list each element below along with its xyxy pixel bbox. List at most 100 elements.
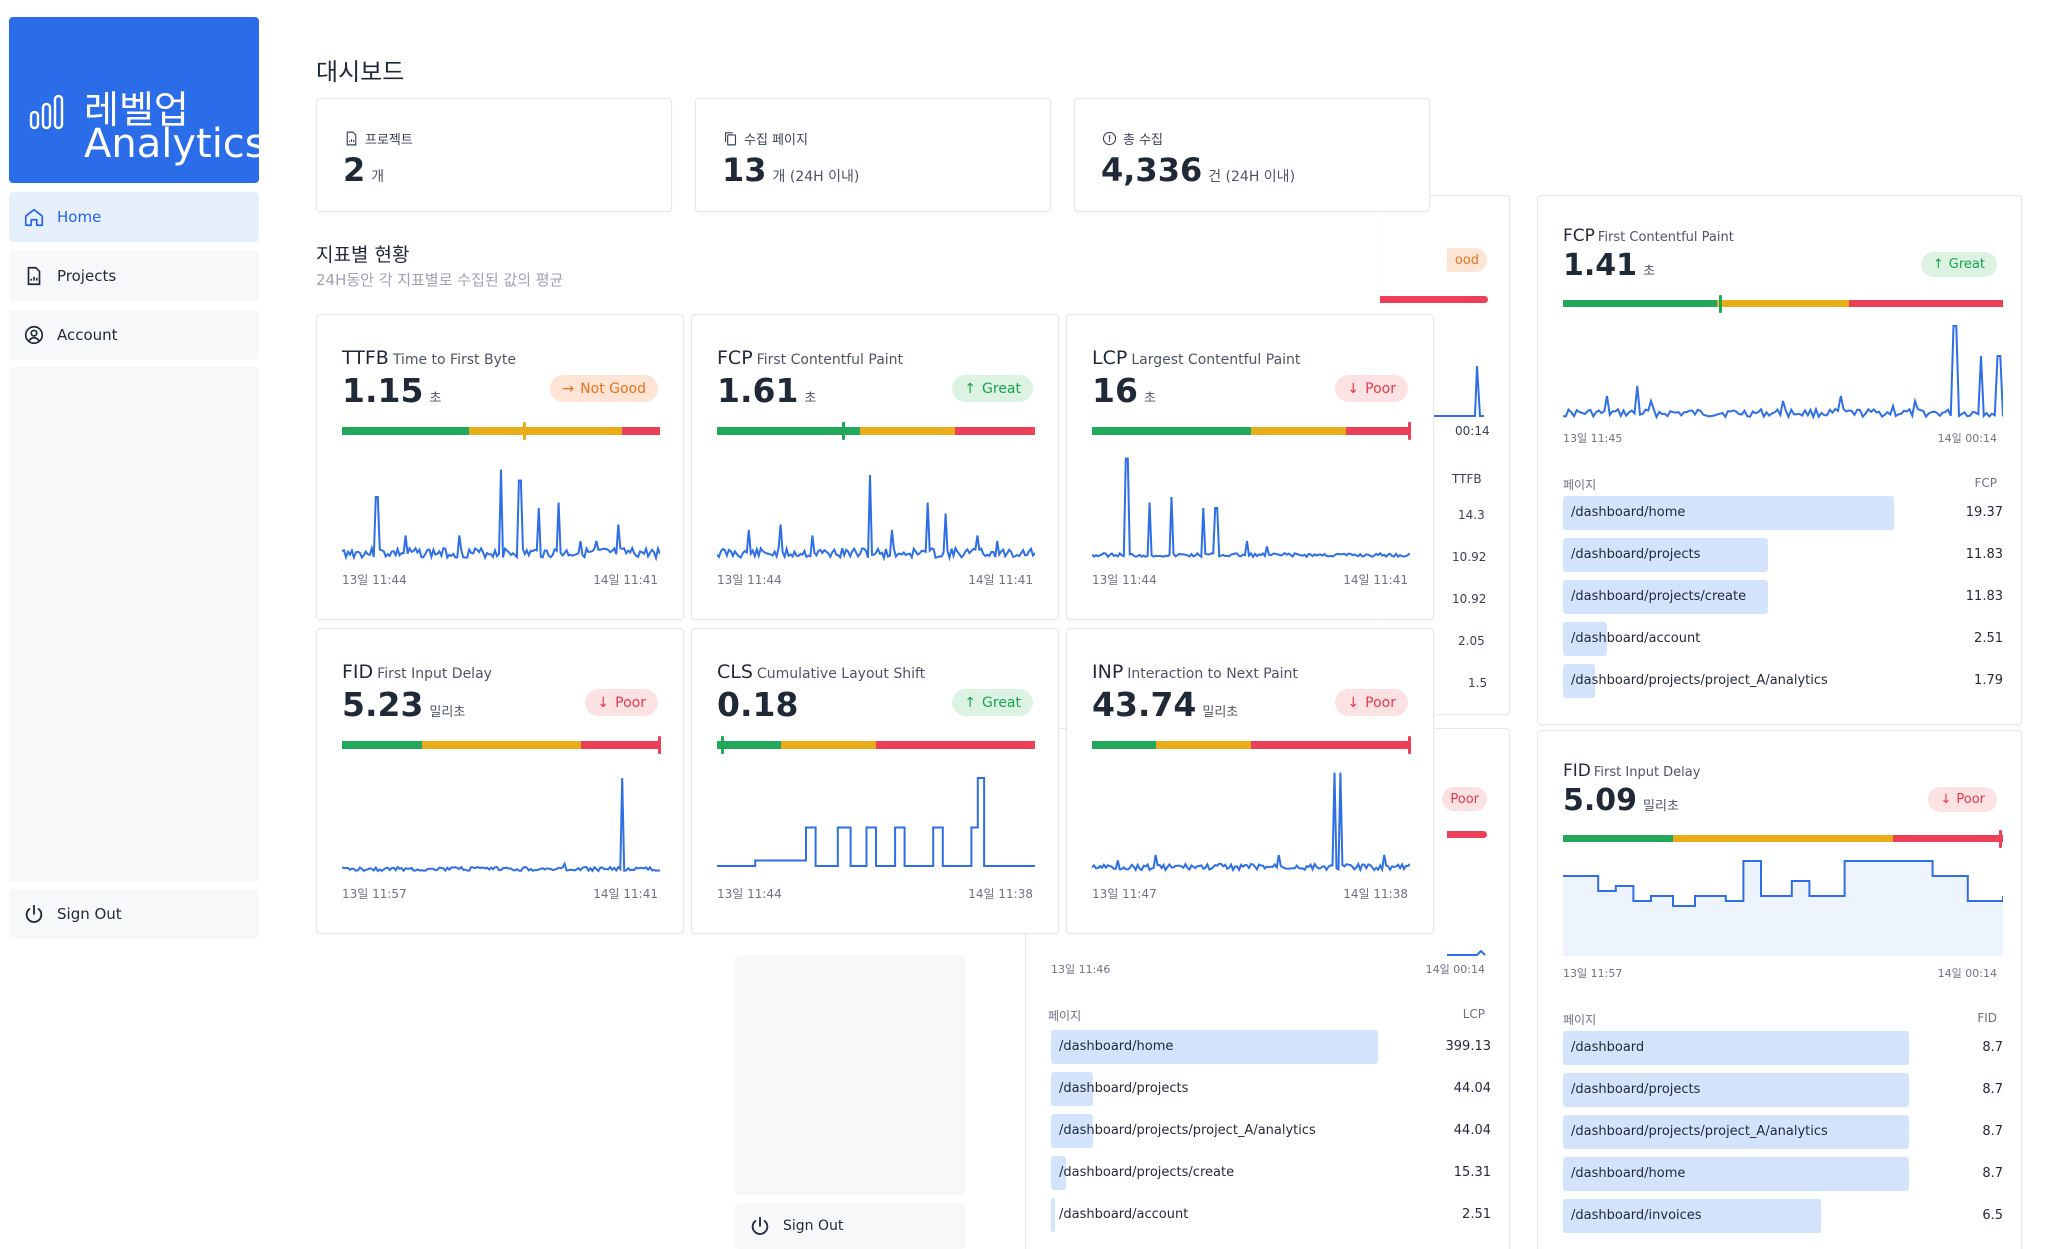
sidebar: 레벨업 Analytics Home Projects Account Sign… bbox=[9, 17, 266, 939]
page-row[interactable]: /dashboard/account 2.51 bbox=[1563, 622, 2003, 656]
page-path: /dashboard/invoices bbox=[1571, 1208, 1702, 1223]
page-row-bar bbox=[1563, 1031, 1909, 1065]
arrow-up-icon: ↑ bbox=[1932, 257, 1944, 272]
metric-line-chart bbox=[717, 777, 1035, 867]
page-row[interactable]: /dashboard/account 2.51 bbox=[1051, 1198, 1491, 1232]
metric-card-cls[interactable]: CLS Cumulative Layout Shift 0.18 ↑ Great 13일 … bbox=[691, 628, 1059, 934]
fid-detail-badge-label: Poor bbox=[1956, 792, 1985, 807]
page-row-bar bbox=[1563, 664, 1596, 698]
metric-line-chart bbox=[717, 474, 1035, 562]
page-row-bar bbox=[1563, 1115, 1909, 1149]
rating-label: Great bbox=[982, 380, 1021, 397]
metric-line-chart bbox=[1092, 772, 1410, 873]
metric-marker bbox=[522, 422, 526, 440]
page-row[interactable]: /dashboard/projects 44.04 bbox=[1051, 1072, 1491, 1106]
metric-card-fid[interactable]: FID First Input Delay 5.23 밀리초 ↓ Poor 13일 11:5… bbox=[316, 628, 684, 934]
metric-abbr: INP bbox=[1092, 661, 1124, 683]
page-row[interactable]: /dashboard/projects/create 11.83 bbox=[1563, 580, 2003, 614]
stat-pages-label: 수집 페이지 bbox=[722, 129, 808, 148]
stat-pages-number: 13 bbox=[722, 151, 767, 189]
chart-end-date: 14일 11:41 bbox=[593, 573, 658, 587]
arrow-icon: ↑ bbox=[964, 694, 977, 711]
page-row[interactable]: /dashboard/home 399.13 bbox=[1051, 1030, 1491, 1064]
page-row[interactable]: /dashboard/projects/project_A/analytics 1… bbox=[1563, 664, 2003, 698]
bg-lcp-chart bbox=[1447, 949, 1486, 956]
metric-value: 0.18 bbox=[717, 685, 804, 724]
page-row[interactable]: /dashboard/projects/project_A/analytics 8… bbox=[1563, 1115, 2003, 1149]
metric-card-fcp[interactable]: FCP First Contentful Paint 1.61 초 ↑ Great 13일 … bbox=[691, 314, 1059, 620]
brand-name-english: Analytics bbox=[84, 121, 266, 167]
fcp-detail-from: 13일 11:45 bbox=[1563, 432, 1623, 445]
signout-button[interactable]: Sign Out bbox=[9, 889, 259, 939]
page-row[interactable]: /dashboard/home 8.7 bbox=[1563, 1157, 2003, 1191]
stat-projects-text: 프로젝트 bbox=[365, 133, 413, 148]
rating-badge: ↓ Poor bbox=[1335, 689, 1408, 716]
stat-total-unit: 건 (24H 이내) bbox=[1208, 169, 1296, 185]
metric-scale-bar bbox=[342, 422, 660, 440]
rating-badge: ↑ Great bbox=[952, 375, 1033, 402]
page-row-bar bbox=[1051, 1030, 1378, 1064]
stat-total: 총 수집 4,336 건 (24H 이내) bbox=[1074, 98, 1430, 212]
metric-fullname: First Contentful Paint bbox=[756, 352, 904, 368]
chart-start-date: 13일 11:44 bbox=[717, 573, 782, 587]
fcp-detail-panel: FCP First Contentful Paint 1.41 초 ↑ Great 1… bbox=[1537, 195, 2022, 725]
metric-title: TTFB Time to First Byte bbox=[342, 347, 516, 369]
page-value: 44.04 bbox=[1453, 1081, 1491, 1096]
stat-projects-number: 2 bbox=[343, 151, 366, 189]
fcp-detail-abbr: FCP bbox=[1563, 226, 1595, 246]
metric-fullname: First Input Delay bbox=[377, 666, 492, 682]
metric-card-ttfb[interactable]: TTFB Time to First Byte 1.15 초 → Not Good 13일 … bbox=[316, 314, 684, 620]
metric-marker bbox=[842, 422, 846, 440]
metric-title: INP Interaction to Next Paint bbox=[1092, 661, 1298, 683]
page-path: /dashboard/projects/create bbox=[1059, 1165, 1235, 1180]
fcp-detail-value: 1.41 초 bbox=[1563, 248, 1655, 283]
nav-projects[interactable]: Projects bbox=[9, 251, 259, 301]
page-row[interactable]: /dashboard/projects 11.83 bbox=[1563, 538, 2003, 572]
power-icon bbox=[25, 904, 43, 923]
chart-line bbox=[1092, 772, 1410, 873]
chart-end-date: 14일 11:38 bbox=[968, 887, 1033, 901]
metric-title: CLS Cumulative Layout Shift bbox=[717, 661, 925, 683]
metric-fullname: Interaction to Next Paint bbox=[1127, 666, 1298, 682]
fid-detail-panel: FID First Input Delay 5.09 밀리초 ↓ Poor 13일 1… bbox=[1537, 730, 2022, 1249]
metric-number: 43.74 bbox=[1092, 685, 1197, 724]
chart-line bbox=[717, 777, 1035, 867]
page-value: 6.5 bbox=[1982, 1208, 2003, 1223]
brand-name-korean: 레벨업 bbox=[84, 88, 189, 132]
arrow-icon: → bbox=[562, 380, 575, 397]
metric-unit: 초 bbox=[804, 391, 817, 406]
page-row[interactable]: /dashboard 8.7 bbox=[1563, 1031, 2003, 1065]
bg-signout-label: Sign Out bbox=[783, 1218, 844, 1234]
nav-home[interactable]: Home bbox=[9, 192, 259, 242]
rating-label: Poor bbox=[1365, 694, 1396, 711]
arrow-icon: ↑ bbox=[964, 380, 977, 397]
fid-detail-value: 5.09 밀리초 bbox=[1563, 783, 1679, 818]
metric-abbr: LCP bbox=[1092, 347, 1128, 369]
metric-abbr: FCP bbox=[717, 347, 753, 369]
stat-pages-unit: 개 (24H 이내) bbox=[772, 169, 860, 185]
metric-value: 43.74 밀리초 bbox=[1092, 685, 1238, 724]
fcp-detail-number: 1.41 bbox=[1563, 248, 1638, 283]
fcp-detail-marker bbox=[1719, 295, 1723, 313]
metric-fullname: Time to First Byte bbox=[392, 352, 516, 368]
metric-card-inp[interactable]: INP Interaction to Next Paint 43.74 밀리초 ↓ Poo… bbox=[1066, 628, 1434, 934]
chart-line bbox=[717, 474, 1035, 562]
page-row[interactable]: /dashboard/projects/create 15.31 bbox=[1051, 1156, 1491, 1190]
bg-signout-button[interactable]: Sign Out bbox=[735, 1203, 965, 1249]
page-row[interactable]: /dashboard/projects/project_A/analytics 4… bbox=[1051, 1114, 1491, 1148]
nav-account[interactable]: Account bbox=[9, 310, 259, 360]
brand-logo[interactable]: 레벨업 Analytics bbox=[9, 17, 266, 183]
page-row-bar bbox=[1563, 1157, 1909, 1191]
page-row[interactable]: /dashboard/projects 8.7 bbox=[1563, 1073, 2003, 1107]
metric-value: 5.23 밀리초 bbox=[342, 685, 465, 724]
page-row[interactable]: /dashboard/home 19.37 bbox=[1563, 496, 2003, 530]
metric-abbr: CLS bbox=[717, 661, 753, 683]
page-row[interactable]: /dashboard/invoices 6.5 bbox=[1563, 1199, 2003, 1233]
rating-badge: ↓ Poor bbox=[1335, 375, 1408, 402]
chart-end-date: 14일 11:41 bbox=[593, 887, 658, 901]
fid-detail-marker bbox=[1998, 830, 2002, 848]
fid-detail-unit: 밀리초 bbox=[1643, 799, 1679, 814]
metric-marker bbox=[658, 736, 661, 754]
metric-card-lcp[interactable]: LCP Largest Contentful Paint 16 초 ↓ Poor 13일 1… bbox=[1066, 314, 1434, 620]
